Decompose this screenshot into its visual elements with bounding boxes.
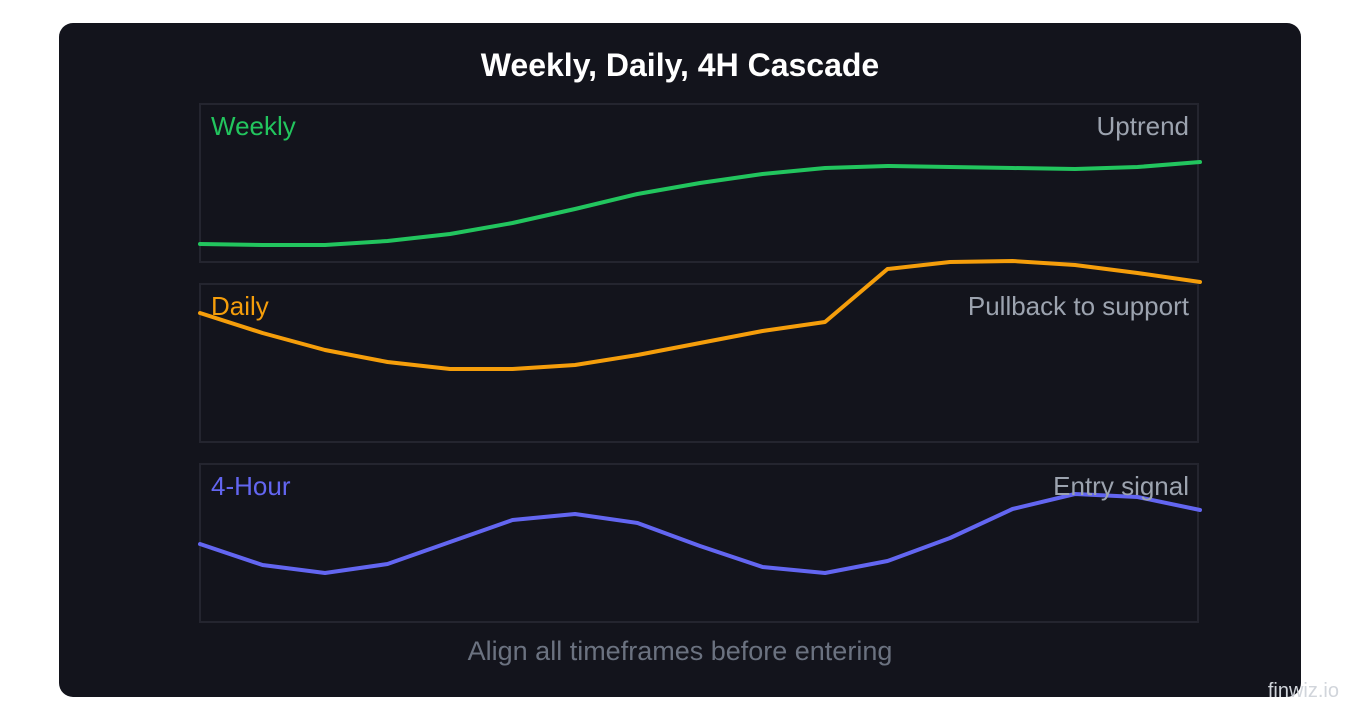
series-line-weekly <box>198 160 1202 247</box>
watermark: finwiz.io <box>1267 680 1339 702</box>
panel-weekly-label: Weekly <box>211 111 296 141</box>
panel-daily-note: Pullback to support <box>967 291 1189 321</box>
series-line-daily <box>198 259 1202 371</box>
panel-daily-label: Daily <box>211 291 269 321</box>
chart-card <box>59 23 1301 697</box>
chart-title: Weekly, Daily, 4H Cascade <box>480 47 880 83</box>
panel-weekly-frame <box>199 103 1199 263</box>
panel-weekly-note: Uptrend <box>1096 111 1190 141</box>
series-line-4h <box>198 492 1202 575</box>
chart-footer-note: Align all timeframes before entering <box>467 636 893 666</box>
panel-4h-note: Entry signal <box>1053 471 1189 501</box>
panel-daily-frame <box>199 283 1199 443</box>
panel-4h-label: 4-Hour <box>211 471 291 501</box>
